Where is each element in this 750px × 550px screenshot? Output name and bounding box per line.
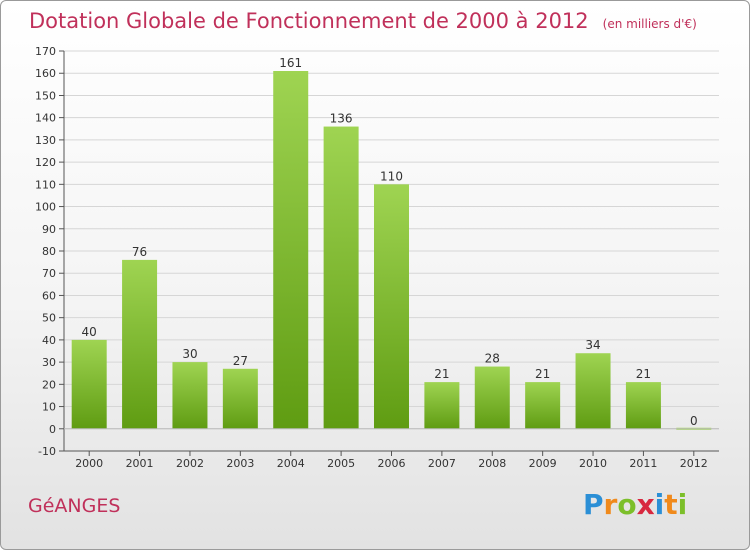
data-label: 27 bbox=[233, 354, 248, 368]
y-tick-label: 110 bbox=[35, 178, 56, 191]
data-label: 40 bbox=[82, 325, 97, 339]
x-tick-label: 2008 bbox=[478, 457, 506, 470]
y-tick-label: 150 bbox=[35, 89, 56, 102]
x-tick-label: 2011 bbox=[629, 457, 657, 470]
x-tick-label: 2001 bbox=[126, 457, 154, 470]
y-tick-label: 130 bbox=[35, 134, 56, 147]
chart-title-text: Dotation Globale de Fonctionnement de 20… bbox=[29, 9, 589, 33]
x-tick-label: 2000 bbox=[75, 457, 103, 470]
y-tick-label: -10 bbox=[38, 445, 56, 458]
y-tick-label: 80 bbox=[42, 245, 56, 258]
bar bbox=[474, 366, 510, 429]
data-label: 21 bbox=[636, 367, 651, 381]
bar bbox=[424, 382, 460, 429]
bar bbox=[71, 339, 107, 429]
y-tick-label: 50 bbox=[42, 312, 56, 325]
chart-subtitle: (en milliers d'€) bbox=[602, 17, 697, 31]
x-tick-label: 2009 bbox=[529, 457, 557, 470]
data-label: 34 bbox=[585, 338, 600, 352]
logo-letter: i bbox=[654, 488, 665, 521]
logo-letter: t bbox=[664, 488, 678, 521]
x-tick-label: 2002 bbox=[176, 457, 204, 470]
bar bbox=[323, 126, 359, 429]
data-label: 30 bbox=[182, 347, 197, 361]
y-tick-label: 20 bbox=[42, 378, 56, 391]
y-tick-label: 10 bbox=[42, 401, 56, 414]
x-tick-label: 2006 bbox=[378, 457, 406, 470]
y-tick-label: 120 bbox=[35, 156, 56, 169]
data-label: 21 bbox=[535, 367, 550, 381]
logo-letter: r bbox=[603, 488, 618, 521]
commune-name: GéANGES bbox=[28, 495, 121, 517]
x-tick-label: 2003 bbox=[226, 457, 254, 470]
bar bbox=[525, 382, 561, 429]
y-tick-label: 100 bbox=[35, 201, 56, 214]
data-label: 110 bbox=[380, 169, 403, 183]
logo-letter: i bbox=[677, 488, 688, 521]
bar bbox=[374, 184, 409, 429]
logo-letter: P bbox=[583, 488, 604, 521]
x-tick-label: 2010 bbox=[579, 457, 607, 470]
y-tick-label: 60 bbox=[42, 289, 56, 302]
x-tick-label: 2004 bbox=[277, 457, 305, 470]
bar bbox=[222, 368, 258, 429]
y-tick-label: 140 bbox=[35, 112, 56, 125]
y-tick-label: 160 bbox=[35, 67, 56, 80]
chart-title: Dotation Globale de Fonctionnement de 20… bbox=[29, 9, 697, 33]
y-tick-label: 40 bbox=[42, 334, 56, 347]
bar bbox=[273, 71, 309, 429]
logo-letter: o bbox=[617, 488, 637, 521]
bar bbox=[575, 353, 611, 429]
y-tick-label: 0 bbox=[49, 423, 56, 436]
y-tick-label: 70 bbox=[42, 267, 56, 280]
y-tick-label: 170 bbox=[35, 45, 56, 58]
data-label: 21 bbox=[434, 367, 449, 381]
y-tick-label: 30 bbox=[42, 356, 56, 369]
x-tick-label: 2012 bbox=[680, 457, 708, 470]
x-tick-label: 2007 bbox=[428, 457, 456, 470]
bar bbox=[625, 382, 661, 429]
bar bbox=[172, 362, 208, 429]
y-tick-label: 90 bbox=[42, 223, 56, 236]
data-label: 161 bbox=[279, 56, 302, 70]
data-label: 76 bbox=[132, 245, 147, 259]
data-label: 136 bbox=[330, 112, 353, 126]
logo-letter: x bbox=[636, 488, 655, 521]
x-tick-label: 2005 bbox=[327, 457, 355, 470]
proxiti-logo: Proxiti bbox=[583, 488, 687, 521]
data-label: 28 bbox=[485, 352, 500, 366]
bar bbox=[122, 259, 158, 429]
data-label: 0 bbox=[690, 414, 698, 428]
